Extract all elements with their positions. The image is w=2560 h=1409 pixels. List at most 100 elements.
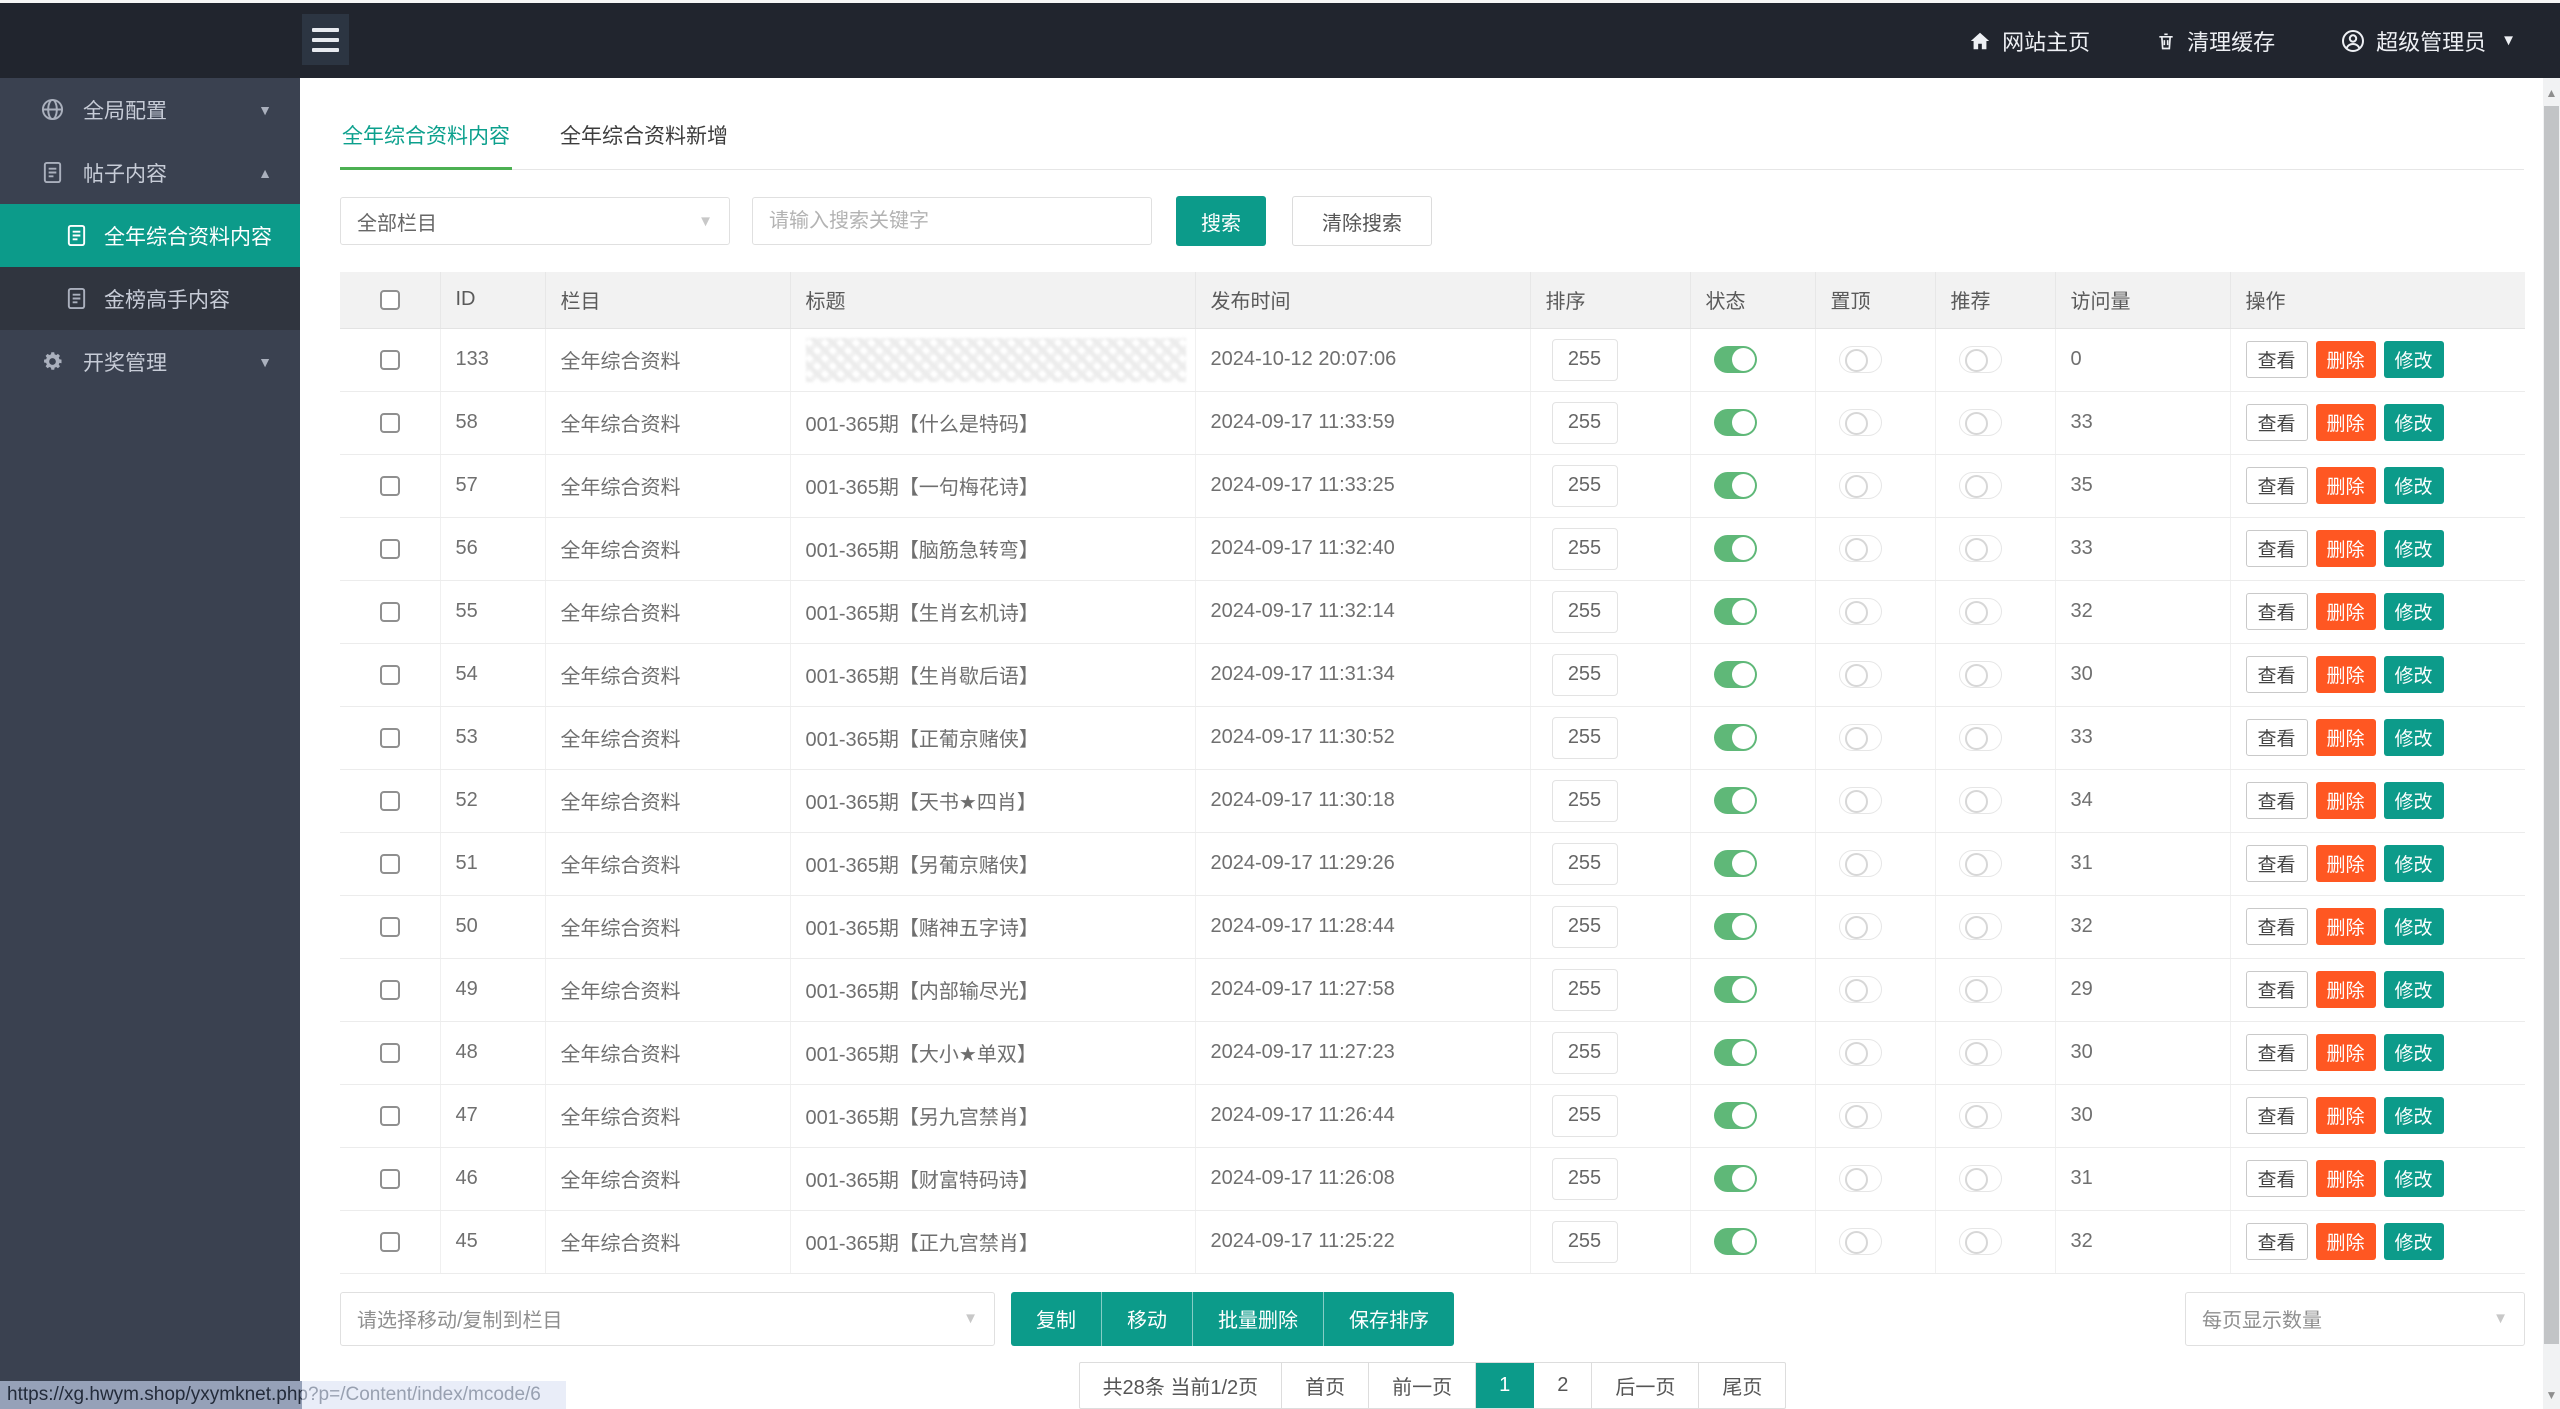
clear-search-button[interactable]: 清除搜索 <box>1292 196 1432 246</box>
top-toggle[interactable] <box>1838 1102 1882 1129</box>
delete-button[interactable]: 删除 <box>2315 1223 2376 1260</box>
view-button[interactable]: 查看 <box>2245 1097 2308 1134</box>
status-toggle[interactable] <box>1713 1102 1757 1129</box>
save-sort-button[interactable]: 保存排序 <box>1324 1292 1454 1346</box>
row-checkbox[interactable] <box>379 979 400 1000</box>
recommend-toggle[interactable] <box>1958 724 2002 751</box>
select-all-checkbox[interactable] <box>379 289 400 310</box>
row-checkbox[interactable] <box>379 1042 400 1063</box>
view-button[interactable]: 查看 <box>2245 341 2308 378</box>
sort-input[interactable] <box>1551 653 1618 696</box>
delete-button[interactable]: 删除 <box>2315 656 2376 693</box>
status-toggle[interactable] <box>1713 472 1757 499</box>
sort-input[interactable] <box>1551 401 1618 444</box>
sort-input[interactable] <box>1551 527 1618 570</box>
sort-input[interactable] <box>1551 1094 1618 1137</box>
sort-input[interactable] <box>1551 968 1618 1011</box>
view-button[interactable]: 查看 <box>2245 530 2308 567</box>
row-checkbox[interactable] <box>379 916 400 937</box>
recommend-toggle[interactable] <box>1958 598 2002 625</box>
top-toggle[interactable] <box>1838 787 1882 814</box>
batch-delete-button[interactable]: 批量删除 <box>1193 1291 1324 1346</box>
sidebar-item-post-content[interactable]: 帖子内容 ▲ <box>0 141 300 204</box>
edit-button[interactable]: 修改 <box>2383 908 2444 945</box>
status-toggle[interactable] <box>1713 1039 1757 1066</box>
view-button[interactable]: 查看 <box>2245 1160 2308 1197</box>
top-toggle[interactable] <box>1838 913 1882 940</box>
row-checkbox[interactable] <box>379 853 400 874</box>
pagination-prev[interactable]: 前一页 <box>1369 1362 1477 1408</box>
pagination-page-1[interactable]: 1 <box>1476 1362 1535 1408</box>
delete-button[interactable]: 删除 <box>2315 782 2376 819</box>
recommend-toggle[interactable] <box>1958 1102 2002 1129</box>
view-button[interactable]: 查看 <box>2245 845 2308 882</box>
edit-button[interactable]: 修改 <box>2383 1223 2444 1260</box>
row-checkbox[interactable] <box>379 412 400 433</box>
tab-annual-data-add[interactable]: 全年综合资料新增 <box>560 125 728 148</box>
recommend-toggle[interactable] <box>1958 409 2002 436</box>
per-page-select[interactable]: 每页显示数量 ▼ <box>2185 1291 2525 1346</box>
status-toggle[interactable] <box>1713 850 1757 877</box>
edit-button[interactable]: 修改 <box>2383 404 2444 441</box>
recommend-toggle[interactable] <box>1958 535 2002 562</box>
sort-input[interactable] <box>1551 905 1618 948</box>
row-checkbox[interactable] <box>379 1105 400 1126</box>
view-button[interactable]: 查看 <box>2245 656 2308 693</box>
sort-input[interactable] <box>1551 338 1618 381</box>
sort-input[interactable] <box>1551 716 1618 759</box>
scroll-up-arrow-icon[interactable]: ▲ <box>2545 86 2558 100</box>
view-button[interactable]: 查看 <box>2245 1223 2308 1260</box>
status-toggle[interactable] <box>1713 913 1757 940</box>
top-toggle[interactable] <box>1838 409 1882 436</box>
row-checkbox[interactable] <box>379 475 400 496</box>
status-toggle[interactable] <box>1713 409 1757 436</box>
status-toggle[interactable] <box>1713 598 1757 625</box>
delete-button[interactable]: 删除 <box>2315 1160 2376 1197</box>
move-button[interactable]: 移动 <box>1102 1291 1193 1346</box>
recommend-toggle[interactable] <box>1958 1165 2002 1192</box>
search-input[interactable] <box>752 197 1152 245</box>
admin-menu[interactable]: 超级管理员 ▼ <box>2341 25 2516 57</box>
pagination-last[interactable]: 尾页 <box>1722 1376 1763 1399</box>
row-checkbox[interactable] <box>379 601 400 622</box>
status-toggle[interactable] <box>1713 724 1757 751</box>
category-select[interactable]: 全部栏目 ▼ <box>340 197 730 245</box>
delete-button[interactable]: 删除 <box>2315 341 2376 378</box>
row-checkbox[interactable] <box>379 1231 400 1252</box>
top-toggle[interactable] <box>1838 850 1882 877</box>
view-button[interactable]: 查看 <box>2245 467 2308 504</box>
edit-button[interactable]: 修改 <box>2383 530 2444 567</box>
edit-button[interactable]: 修改 <box>2383 467 2444 504</box>
top-toggle[interactable] <box>1838 535 1882 562</box>
top-toggle[interactable] <box>1838 724 1882 751</box>
search-button[interactable]: 搜索 <box>1176 196 1266 246</box>
edit-button[interactable]: 修改 <box>2383 719 2444 756</box>
top-toggle[interactable] <box>1838 472 1882 499</box>
row-checkbox[interactable] <box>379 538 400 559</box>
top-toggle[interactable] <box>1838 598 1882 625</box>
pagination-page-2[interactable]: 2 <box>1534 1362 1593 1408</box>
vertical-scrollbar[interactable]: ▲ ▼ <box>2543 78 2560 1409</box>
delete-button[interactable]: 删除 <box>2315 845 2376 882</box>
row-checkbox[interactable] <box>379 349 400 370</box>
top-toggle[interactable] <box>1838 661 1882 688</box>
sort-input[interactable] <box>1551 464 1618 507</box>
status-toggle[interactable] <box>1713 976 1757 1003</box>
pagination-next[interactable]: 后一页 <box>1592 1362 1700 1408</box>
row-checkbox[interactable] <box>379 664 400 685</box>
recommend-toggle[interactable] <box>1958 976 2002 1003</box>
delete-button[interactable]: 删除 <box>2315 971 2376 1008</box>
sidebar-item-gold-list[interactable]: 金榜高手内容 <box>0 267 300 330</box>
edit-button[interactable]: 修改 <box>2383 845 2444 882</box>
sort-input[interactable] <box>1551 1031 1618 1074</box>
top-toggle[interactable] <box>1838 1039 1882 1066</box>
edit-button[interactable]: 修改 <box>2383 593 2444 630</box>
status-toggle[interactable] <box>1713 535 1757 562</box>
edit-button[interactable]: 修改 <box>2383 656 2444 693</box>
status-toggle[interactable] <box>1713 346 1757 373</box>
row-checkbox[interactable] <box>379 790 400 811</box>
status-toggle[interactable] <box>1713 787 1757 814</box>
sidebar-item-lottery-management[interactable]: 开奖管理 ▼ <box>0 330 300 393</box>
delete-button[interactable]: 删除 <box>2315 404 2376 441</box>
tab-annual-data-content[interactable]: 全年综合资料内容 <box>340 108 512 170</box>
